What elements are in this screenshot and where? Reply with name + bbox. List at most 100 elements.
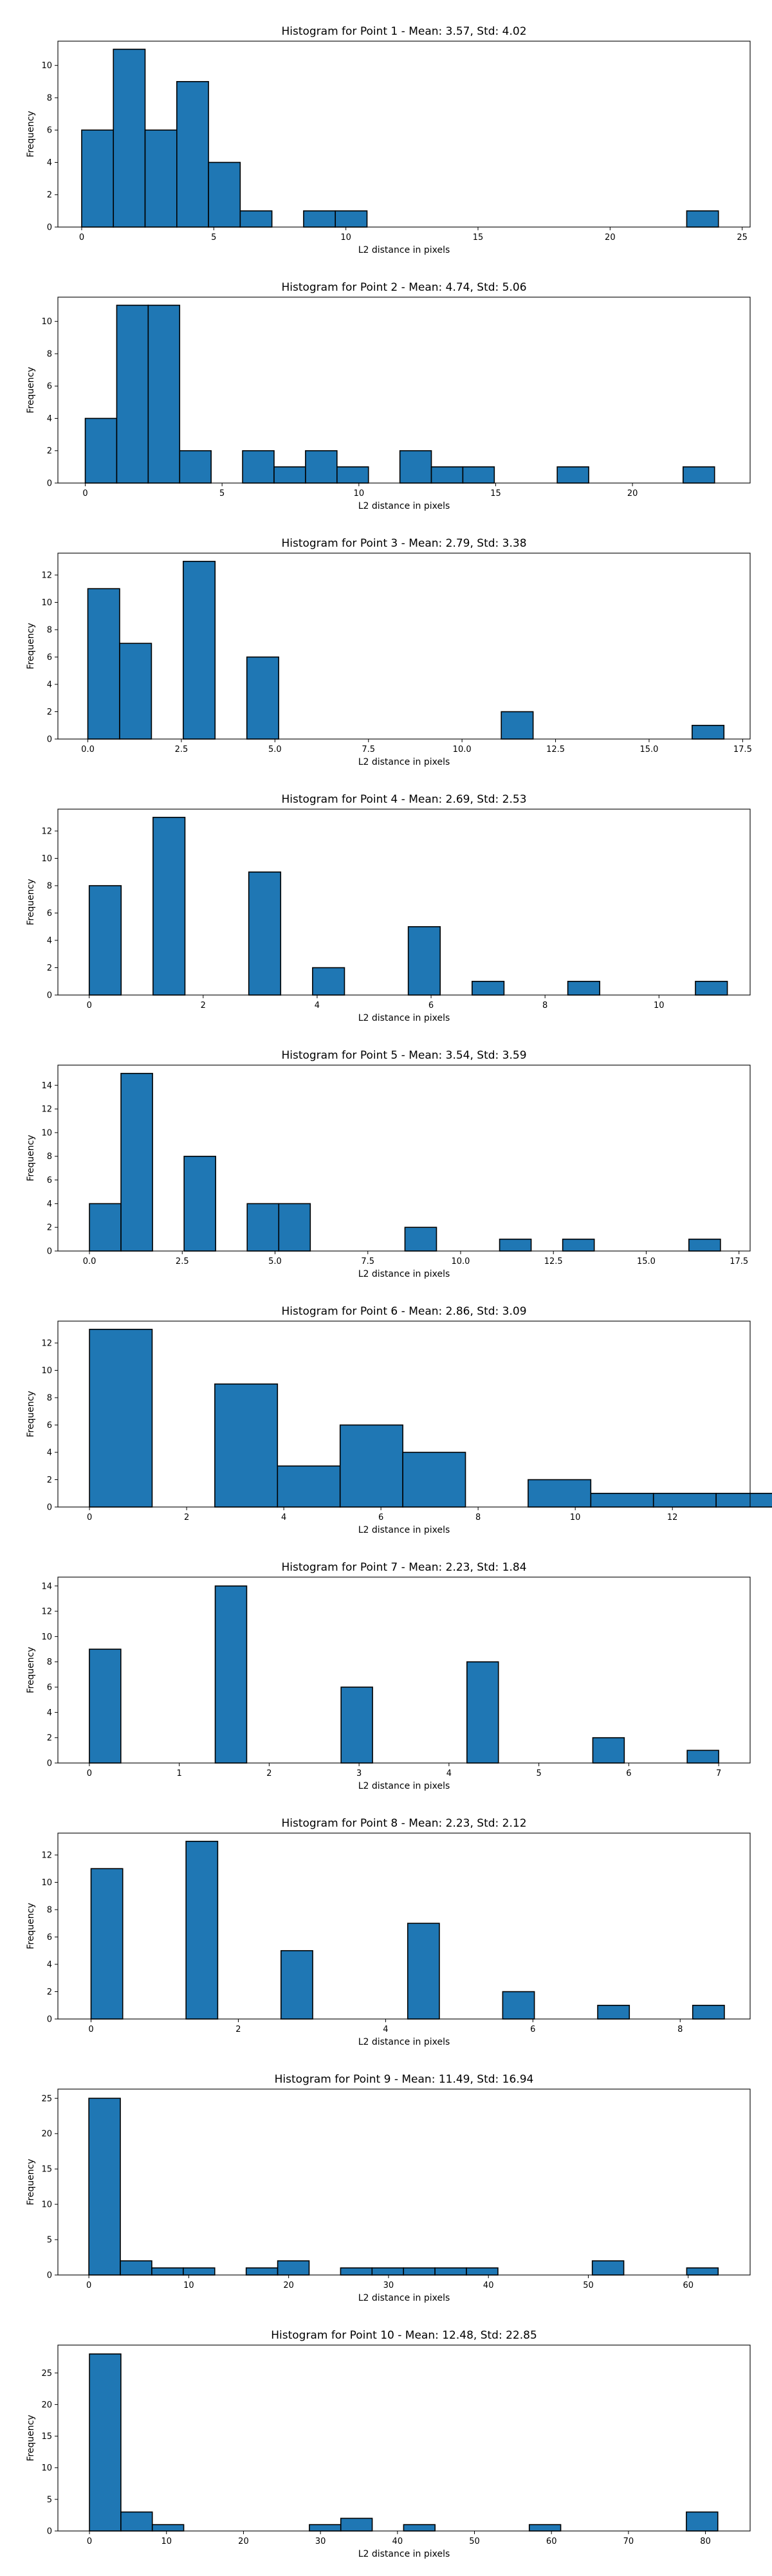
y-tick-label: 2 (47, 1223, 52, 1233)
y-axis-label: Frequency (26, 1903, 36, 1949)
y-tick-label: 10 (41, 317, 52, 327)
histogram-bar (208, 161, 241, 228)
y-tick-label: 4 (47, 936, 52, 946)
x-tick-label: 10 (183, 2281, 194, 2290)
y-tick-label: 15 (41, 2432, 52, 2442)
y-tick-label: 12 (41, 1851, 52, 1861)
y-tick-label: 6 (47, 653, 52, 662)
histogram-bar (273, 466, 306, 484)
histogram-bar (404, 1227, 437, 1252)
histogram-bar (309, 2524, 342, 2532)
y-axis-label: Frequency (26, 2415, 36, 2461)
y-tick-label: 6 (47, 1683, 52, 1693)
x-tick-label: 2.5 (175, 745, 188, 754)
histogram-bar (120, 2260, 152, 2276)
histogram-bar (303, 210, 336, 228)
x-tick-label: 0 (87, 1513, 92, 1522)
x-tick-label: 0.0 (83, 1257, 96, 1266)
y-tick-label: 2 (47, 1987, 52, 1997)
y-tick-label: 10 (41, 598, 52, 608)
histogram-bar (152, 816, 186, 996)
chart-title: Histogram for Point 4 - Mean: 2.69, Std:… (281, 793, 526, 806)
histogram-panel-8: 0 2 4 6 8 0 2 4 6 8 10 12 Histogram for Point 8 - Me… (26, 1817, 751, 2047)
histogram-bar (239, 210, 273, 228)
x-tick-label: 10 (354, 489, 365, 498)
x-tick-label: 5 (211, 233, 216, 242)
histogram-bar (686, 1749, 719, 1764)
x-tick-label: 17.5 (733, 745, 752, 754)
y-tick-label: 6 (47, 1176, 52, 1185)
histogram-bar (248, 871, 282, 996)
y-tick-label: 20 (41, 2130, 52, 2139)
y-tick-label: 6 (47, 126, 52, 136)
x-tick-label: 15 (490, 489, 501, 498)
x-axis-label: L2 distance in pixels (358, 2293, 450, 2303)
histogram-bar (501, 711, 534, 740)
chart-title: Histogram for Point 10 - Mean: 12.48, St… (271, 2329, 537, 2342)
histogram-bar (246, 1203, 280, 1252)
histogram-panel-10: 0 10 20 30 40 50 60 70 80 0 5 10 15 20 25 Histogram for… (26, 2329, 751, 2559)
histogram-bar (242, 450, 275, 484)
y-tick-label: 5 (47, 2236, 52, 2245)
x-tick-label: 6 (378, 1513, 383, 1522)
y-tick-label: 8 (47, 1658, 52, 1667)
histogram-bar (151, 2267, 184, 2276)
histogram-bar (556, 466, 589, 484)
y-tick-label: 6 (47, 382, 52, 392)
x-tick-label: 60 (683, 2281, 694, 2290)
histogram-bar (336, 466, 369, 484)
y-tick-label: 0 (47, 479, 52, 489)
x-tick-label: 30 (383, 2281, 394, 2290)
histogram-bar (597, 2004, 630, 2020)
y-tick-label: 8 (47, 882, 52, 891)
x-tick-label: 10 (570, 1513, 581, 1522)
histogram-bar (686, 2511, 719, 2532)
axes-frame (57, 808, 751, 996)
x-axis-label: L2 distance in pixels (358, 1781, 450, 1791)
histogram-bar (340, 1686, 373, 1764)
y-tick-label: 10 (41, 1632, 52, 1642)
histogram-bar (652, 1492, 717, 1508)
histogram-bar (113, 48, 146, 228)
histogram-bar (407, 926, 441, 996)
histogram-bar (312, 967, 345, 996)
y-tick-label: 12 (41, 1339, 52, 1349)
x-tick-label: 17.5 (730, 1257, 748, 1266)
axes-frame (57, 1320, 751, 1508)
x-tick-label: 4 (446, 1769, 452, 1778)
histogram-bar (340, 2267, 373, 2276)
y-tick-label: 12 (41, 827, 52, 837)
chart-title: Histogram for Point 8 - Mean: 2.23, Std:… (281, 1817, 526, 1830)
histogram-bar (340, 2517, 373, 2532)
y-tick-label: 12 (41, 571, 52, 581)
histogram-bar (214, 1383, 279, 1508)
axes-frame (57, 1576, 751, 1764)
x-tick-label: 5.0 (268, 745, 282, 754)
x-tick-label: 4 (383, 2025, 388, 2034)
y-tick-label: 8 (47, 349, 52, 359)
axes-frame (57, 553, 751, 740)
x-axis-label: L2 distance in pixels (358, 1013, 450, 1023)
x-tick-label: 20 (238, 2537, 249, 2546)
histogram-bar (88, 885, 122, 996)
x-axis-label: L2 distance in pixels (358, 1269, 450, 1279)
x-tick-label: 15.0 (639, 745, 658, 754)
y-tick-label: 8 (47, 626, 52, 635)
x-tick-label: 7.5 (362, 745, 375, 754)
histogram-bar (245, 2267, 279, 2276)
histogram-bar (466, 2267, 499, 2276)
histogram-bar (686, 2267, 719, 2276)
histogram-bar (246, 656, 279, 740)
y-tick-label: 0 (47, 991, 52, 1001)
x-tick-label: 2 (201, 1001, 206, 1010)
x-tick-label: 0 (87, 1769, 92, 1778)
x-tick-label: 10 (654, 1001, 665, 1010)
histogram-bar (591, 2260, 625, 2276)
y-tick-label: 6 (47, 909, 52, 918)
y-axis-label: Frequency (26, 623, 36, 669)
y-tick-label: 14 (41, 1081, 52, 1091)
histogram-bar (147, 304, 181, 484)
y-tick-label: 2 (47, 1733, 52, 1743)
y-tick-label: 10 (41, 61, 52, 71)
